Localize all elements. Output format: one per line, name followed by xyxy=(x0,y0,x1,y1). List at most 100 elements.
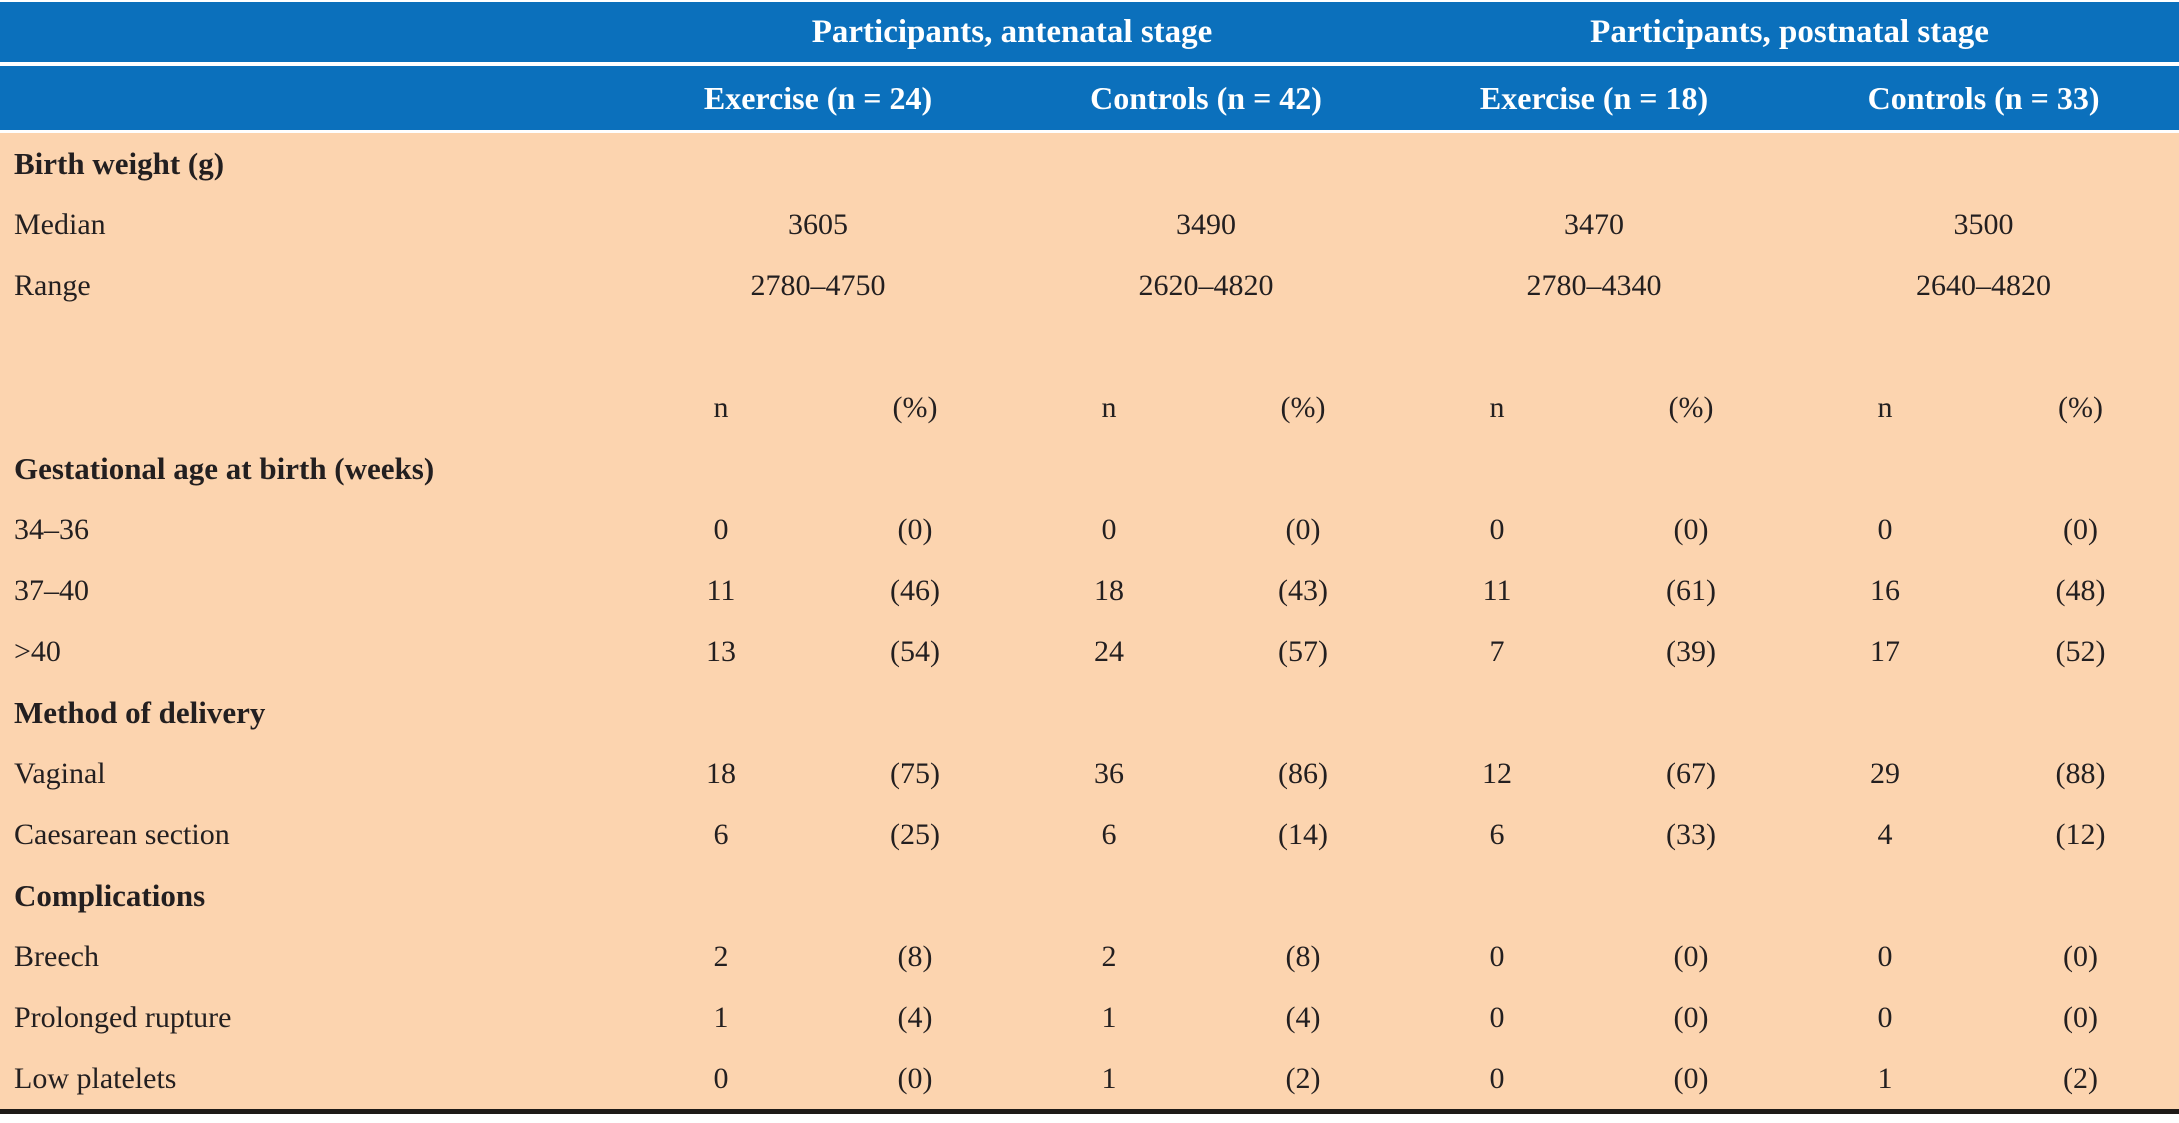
data-cell: 24 xyxy=(1012,621,1206,682)
data-cell: 3605 xyxy=(624,194,1012,255)
data-cell: 3500 xyxy=(1788,194,2179,255)
data-cell: 2780–4340 xyxy=(1400,255,1789,316)
data-cell: (0) xyxy=(818,1048,1012,1114)
n-header: n xyxy=(1012,377,1206,438)
data-cell: 0 xyxy=(1400,499,1595,560)
data-cell: (46) xyxy=(818,560,1012,621)
row-label: Breech xyxy=(0,926,624,987)
data-cell: 6 xyxy=(1012,804,1206,865)
section-title: Complications xyxy=(0,865,2179,926)
data-cell: (0) xyxy=(1594,926,1789,987)
pct-header: (%) xyxy=(818,377,1012,438)
data-cell: 12 xyxy=(1400,743,1595,804)
data-cell: (61) xyxy=(1594,560,1789,621)
row-median: Median 3605 3490 3470 3500 xyxy=(0,194,2179,255)
data-cell: 29 xyxy=(1788,743,1983,804)
data-cell: 2620–4820 xyxy=(1012,255,1401,316)
blank-cell xyxy=(0,377,624,438)
col-header-controls-postnatal: Controls (n = 33) xyxy=(1788,64,2179,133)
row-label: 37–40 xyxy=(0,560,624,621)
row-prolonged-rupture: Prolonged rupture 1 (4) 1 (4) 0 (0) 0 (0… xyxy=(0,987,2179,1048)
group-header-row: Participants, antenatal stage Participan… xyxy=(0,2,2179,66)
section-title: Gestational age at birth (weeks) xyxy=(0,438,2179,499)
column-header-row: Exercise (n = 24) Controls (n = 42) Exer… xyxy=(0,64,2179,133)
n-header: n xyxy=(1788,377,1983,438)
data-cell: (39) xyxy=(1594,621,1789,682)
row-label: Range xyxy=(0,255,624,316)
data-cell: (57) xyxy=(1206,621,1401,682)
data-cell: (4) xyxy=(1206,987,1401,1048)
data-cell: (88) xyxy=(1982,743,2179,804)
data-cell: 0 xyxy=(1788,926,1983,987)
section-complications: Complications xyxy=(0,865,2179,926)
n-pct-header-row: n (%) n (%) n (%) n (%) xyxy=(0,377,2179,438)
data-cell: (86) xyxy=(1206,743,1401,804)
section-gestational-age: Gestational age at birth (weeks) xyxy=(0,438,2179,499)
data-cell: (0) xyxy=(818,499,1012,560)
data-cell: 2 xyxy=(1012,926,1206,987)
data-cell: (25) xyxy=(818,804,1012,865)
data-cell: 0 xyxy=(624,499,818,560)
section-title: Method of delivery xyxy=(0,682,2179,743)
data-cell: 0 xyxy=(1788,987,1983,1048)
row-caesarean: Caesarean section 6 (25) 6 (14) 6 (33) 4… xyxy=(0,804,2179,865)
data-cell: 2 xyxy=(624,926,818,987)
data-cell: 16 xyxy=(1788,560,1983,621)
row-range: Range 2780–4750 2620–4820 2780–4340 2640… xyxy=(0,255,2179,316)
spacer-cell xyxy=(0,316,2179,377)
section-birth-weight: Birth weight (g) xyxy=(0,131,2179,194)
data-cell: 1 xyxy=(1012,987,1206,1048)
data-cell: 0 xyxy=(1400,926,1595,987)
data-cell: 3470 xyxy=(1400,194,1789,255)
data-cell: (0) xyxy=(1594,987,1789,1048)
data-cell: 2780–4750 xyxy=(624,255,1012,316)
row-vaginal: Vaginal 18 (75) 36 (86) 12 (67) 29 (88) xyxy=(0,743,2179,804)
data-cell: 0 xyxy=(1788,499,1983,560)
col-header-exercise-antenatal: Exercise (n = 24) xyxy=(624,64,1012,133)
data-cell: 0 xyxy=(1400,987,1595,1048)
data-cell: 1 xyxy=(1012,1048,1206,1114)
header-group-postnatal: Participants, postnatal stage xyxy=(1400,2,2179,66)
data-cell: (48) xyxy=(1982,560,2179,621)
data-cell: (12) xyxy=(1982,804,2179,865)
data-cell: (2) xyxy=(1982,1048,2179,1114)
data-cell: 11 xyxy=(624,560,818,621)
data-cell: 3490 xyxy=(1012,194,1401,255)
row-label: Vaginal xyxy=(0,743,624,804)
header-blank-cell xyxy=(0,64,624,133)
data-cell: (4) xyxy=(818,987,1012,1048)
data-cell: 1 xyxy=(1788,1048,1983,1114)
data-cell: (0) xyxy=(1982,987,2179,1048)
data-cell: (43) xyxy=(1206,560,1401,621)
row-label: Prolonged rupture xyxy=(0,987,624,1048)
header-group-antenatal: Participants, antenatal stage xyxy=(624,2,1401,66)
data-cell: (8) xyxy=(818,926,1012,987)
row-low-platelets: Low platelets 0 (0) 1 (2) 0 (0) 1 (2) xyxy=(0,1048,2179,1114)
row-breech: Breech 2 (8) 2 (8) 0 (0) 0 (0) xyxy=(0,926,2179,987)
row-34-36: 34–36 0 (0) 0 (0) 0 (0) 0 (0) xyxy=(0,499,2179,560)
data-cell: (54) xyxy=(818,621,1012,682)
data-cell: 36 xyxy=(1012,743,1206,804)
data-cell: (52) xyxy=(1982,621,2179,682)
data-cell: (2) xyxy=(1206,1048,1401,1114)
pct-header: (%) xyxy=(1206,377,1401,438)
row-label: >40 xyxy=(0,621,624,682)
data-cell: (0) xyxy=(1982,499,2179,560)
data-cell: 18 xyxy=(1012,560,1206,621)
data-cell: 1 xyxy=(624,987,818,1048)
row-37-40: 37–40 11 (46) 18 (43) 11 (61) 16 (48) xyxy=(0,560,2179,621)
row-gt-40: >40 13 (54) 24 (57) 7 (39) 17 (52) xyxy=(0,621,2179,682)
row-label: Low platelets xyxy=(0,1048,624,1114)
data-cell: 6 xyxy=(624,804,818,865)
data-cell: (33) xyxy=(1594,804,1789,865)
data-cell: 17 xyxy=(1788,621,1983,682)
row-label: 34–36 xyxy=(0,499,624,560)
data-cell: (67) xyxy=(1594,743,1789,804)
data-cell: 18 xyxy=(624,743,818,804)
data-cell: 13 xyxy=(624,621,818,682)
data-cell: (0) xyxy=(1594,1048,1789,1114)
data-cell: (14) xyxy=(1206,804,1401,865)
data-cell: 2640–4820 xyxy=(1788,255,2179,316)
data-cell: (0) xyxy=(1594,499,1789,560)
